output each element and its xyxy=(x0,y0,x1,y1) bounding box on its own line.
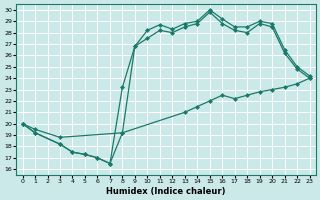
X-axis label: Humidex (Indice chaleur): Humidex (Indice chaleur) xyxy=(106,187,226,196)
